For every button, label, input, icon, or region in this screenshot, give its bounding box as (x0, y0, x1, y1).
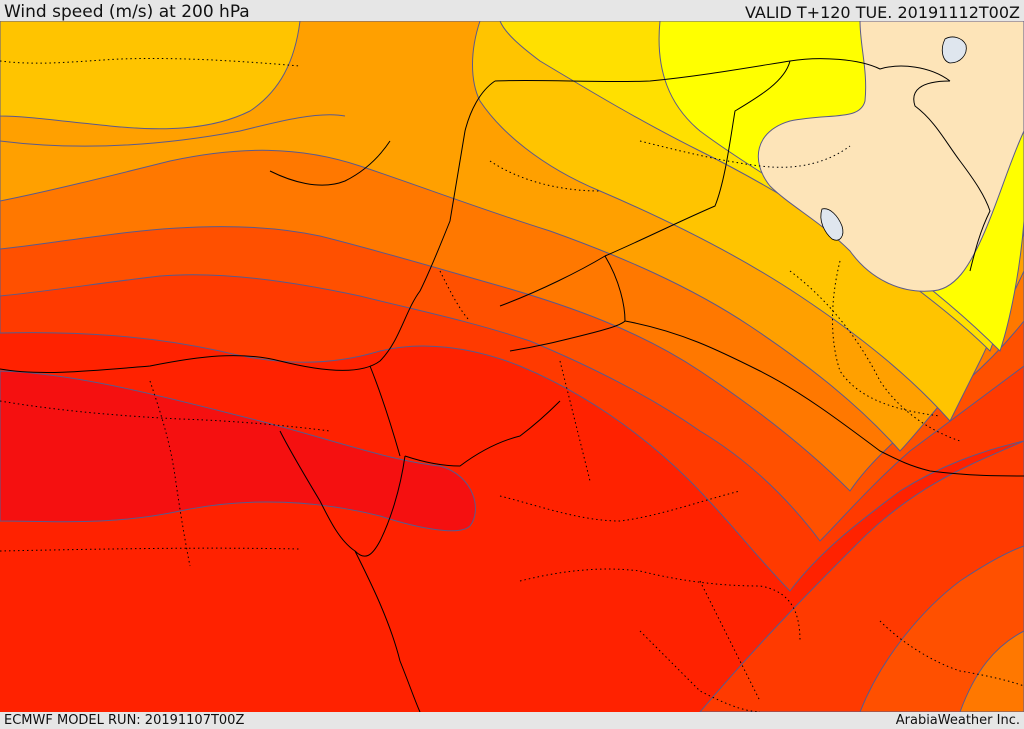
wind-speed-map (0, 21, 1024, 712)
contour-lines (0, 114, 346, 147)
coastlines (0, 58, 1024, 712)
internal-boundaries (0, 57, 1024, 712)
valid-time: VALID T+120 TUE. 20191112T00Z (744, 3, 1020, 22)
brand-label: ArabiaWeather Inc. (895, 713, 1020, 728)
band-core-red (0, 370, 476, 532)
map-title: Wind speed (m/s) at 200 hPa (4, 2, 250, 22)
map-canvas (0, 21, 1024, 712)
model-run: ECMWF MODEL RUN: 20191107T00Z (4, 713, 245, 728)
band-nw-light (0, 21, 301, 130)
footer-bar: ECMWF MODEL RUN: 20191107T00Z ArabiaWeat… (0, 712, 1024, 729)
sea-water (941, 36, 967, 64)
header-bar: Wind speed (m/s) at 200 hPa VALID T+120 … (0, 0, 1024, 22)
lake-water (820, 208, 844, 241)
